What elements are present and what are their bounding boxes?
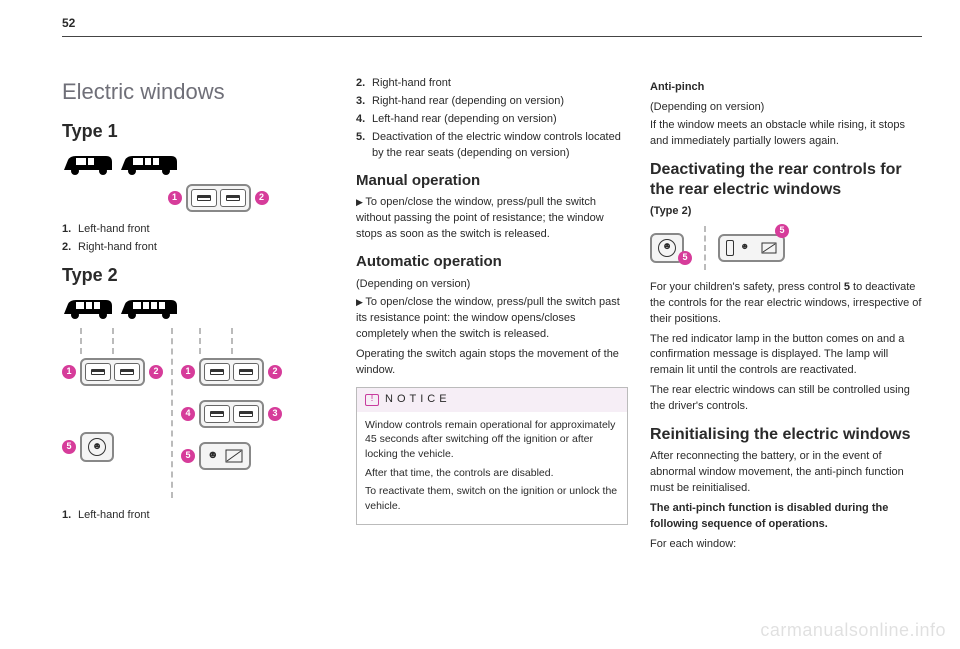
- badge-1: 1: [181, 365, 195, 379]
- window-switch-icon: [233, 405, 259, 423]
- van-icon: [62, 150, 116, 178]
- child-lock-row: 5 ☻: [181, 442, 282, 470]
- child-lock-row: 5 ☻: [62, 432, 163, 462]
- van-long-icon: [119, 294, 179, 322]
- heading-anti-pinch: Anti-pinch: [650, 80, 922, 96]
- notice-header: ! NOTICE: [357, 388, 627, 412]
- type2-panel-left: 1 2 5 ☻: [62, 328, 163, 466]
- child-lock-wide: ☻: [199, 442, 251, 470]
- column-1: Electric windows Type 1 1 2 1.Left-hand …: [62, 76, 334, 635]
- notice-line: Window controls remain operational for a…: [365, 418, 619, 462]
- title-electric-windows: Electric windows: [62, 76, 334, 108]
- window-switch-icon: [204, 363, 230, 381]
- badge-3: 3: [268, 407, 282, 421]
- deact-body-3: The rear electric windows can still be c…: [650, 383, 922, 415]
- notice-body: Window controls remain operational for a…: [357, 412, 627, 524]
- child-lock-wide: ☻: [718, 234, 785, 262]
- warning-icon: !: [365, 394, 379, 406]
- notice-box: ! NOTICE Window controls remain operatio…: [356, 387, 628, 525]
- reinit-body-3: For each window:: [650, 537, 922, 553]
- van-icon: [62, 294, 116, 322]
- window-blocked-icon: [761, 242, 777, 254]
- badge-5: 5: [181, 449, 195, 463]
- badge-1: 1: [168, 191, 182, 205]
- divider-dashed: [704, 226, 706, 270]
- heading-type-2: Type 2: [62, 262, 334, 288]
- badge-4: 4: [181, 407, 195, 421]
- deact-graphic-row: ☻ 5 ☻ 5: [650, 226, 922, 270]
- window-switch-pair: [199, 358, 264, 386]
- window-switch-pair: [80, 358, 145, 386]
- indicator-icon: [726, 240, 734, 256]
- badge-5: 5: [775, 224, 789, 238]
- page-number: 52: [62, 16, 75, 30]
- window-switch-icon: [191, 189, 217, 207]
- window-switch-icon: [204, 405, 230, 423]
- type2-panels: 1 2 5 ☻: [62, 328, 334, 498]
- list-item: 5.Deactivation of the electric window co…: [356, 130, 628, 162]
- window-switch-icon: [85, 363, 111, 381]
- reinit-body-1: After reconnecting the battery, or in th…: [650, 449, 922, 497]
- heading-type-1: Type 1: [62, 118, 334, 144]
- window-switch-icon: [220, 189, 246, 207]
- deact-body-1: For your children's safety, press contro…: [650, 280, 922, 328]
- list-item: 1.Left-hand front: [62, 222, 334, 238]
- deact-subheading: (Type 2): [650, 204, 922, 220]
- child-icon: ☻: [740, 240, 755, 255]
- type2-van-icons: [62, 294, 334, 322]
- anti-body: If the window meets an obstacle while ri…: [650, 118, 922, 150]
- type2-panel-right: 1 2 4 3 5: [181, 328, 282, 474]
- column-3: Anti-pinch (Depending on version) If the…: [650, 76, 922, 635]
- switch-row-rear: 4 3: [181, 400, 282, 428]
- window-blocked-icon: [225, 449, 243, 463]
- heading-deactivating-rear: Deactivating the rear controls for the r…: [650, 160, 922, 200]
- deact-body-2: The red indicator lamp in the button com…: [650, 332, 922, 380]
- badge-2: 2: [149, 365, 163, 379]
- manual-body: To open/close the window, press/pull the…: [356, 195, 628, 243]
- badge-2: 2: [255, 191, 269, 205]
- header-rule: [62, 36, 922, 37]
- window-switch-icon: [114, 363, 140, 381]
- notice-line: To reactivate them, switch on the igniti…: [365, 484, 619, 513]
- notice-line: After that time, the controls are disabl…: [365, 466, 619, 481]
- notice-title: NOTICE: [385, 392, 451, 408]
- window-switch-pair: [186, 184, 251, 212]
- list-item: 1.Left-hand front: [62, 508, 334, 524]
- column-2: 2.Right-hand front 3.Right-hand rear (de…: [356, 76, 628, 635]
- van-long-icon: [119, 150, 179, 178]
- content-columns: Electric windows Type 1 1 2 1.Left-hand …: [62, 76, 922, 635]
- auto-body-1: To open/close the window, press/pull the…: [356, 295, 628, 343]
- window-switch-pair: [199, 400, 264, 428]
- badge-2: 2: [268, 365, 282, 379]
- badge-1: 1: [62, 365, 76, 379]
- watermark: carmanualsonline.info: [760, 620, 946, 641]
- switch-row: 1 2: [62, 358, 163, 386]
- list-item: 3.Right-hand rear (depending on version): [356, 94, 628, 110]
- heading-automatic-operation: Automatic operation: [356, 251, 628, 273]
- type1-switch-row: 1 2: [102, 184, 334, 212]
- type1-van-icons: [62, 150, 334, 178]
- window-switch-icon: [233, 363, 259, 381]
- badge-5: 5: [678, 251, 692, 265]
- child-lock-button: ☻: [80, 432, 114, 462]
- divider-dashed: [171, 328, 173, 498]
- list-item: 4.Left-hand rear (depending on version): [356, 112, 628, 128]
- reinit-body-2: The anti-pinch function is disabled duri…: [650, 501, 922, 533]
- child-icon: ☻: [88, 438, 106, 456]
- list-item: 2.Right-hand front: [356, 76, 628, 92]
- child-icon: ☻: [207, 448, 219, 464]
- auto-depver: (Depending on version): [356, 277, 628, 293]
- heading-manual-operation: Manual operation: [356, 170, 628, 192]
- auto-body-2: Operating the switch again stops the mov…: [356, 347, 628, 379]
- switch-row: 1 2: [181, 358, 282, 386]
- badge-5: 5: [62, 440, 76, 454]
- anti-depver: (Depending on version): [650, 100, 922, 116]
- list-item: 2.Right-hand front: [62, 240, 334, 256]
- heading-reinitialising: Reinitialising the electric windows: [650, 425, 922, 445]
- child-icon: ☻: [658, 239, 676, 257]
